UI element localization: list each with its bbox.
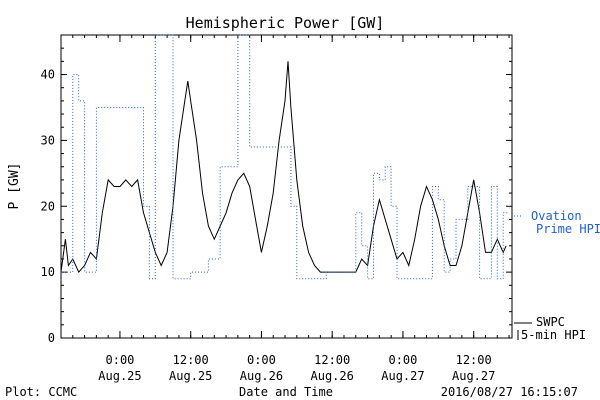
series-line-swpc-hpi [60, 61, 507, 274]
x-tick-label-time: 12:00 [314, 353, 350, 367]
y-axis: 0 10 20 30 40 [41, 34, 512, 345]
x-tick-label-time: 12:00 [173, 353, 209, 367]
x-tick-label-date: Aug.25 [98, 369, 141, 383]
y-tick-label: 30 [41, 133, 55, 147]
legend-label-ovation-line1: Ovation [531, 209, 582, 223]
x-axis: 0:00 Aug.25 12:00 Aug.25 0:00 Aug.26 12:00 Aug.… [72, 35, 510, 383]
y-tick-label: 20 [41, 199, 55, 213]
legend-label-swpc-line1: SWPC [536, 315, 565, 329]
plot-frame [60, 34, 513, 339]
y-tick-label: 40 [41, 68, 55, 82]
y-axis-label: P [GW] [7, 163, 22, 210]
series-line-ovation-prime [61, 34, 510, 280]
x-tick-label-date: Aug.26 [311, 369, 354, 383]
legend-label-swpc-line2: 5-min HPI [521, 328, 586, 342]
y-tick-label: 0 [48, 331, 55, 345]
x-tick-label-date: Aug.27 [452, 369, 495, 383]
legend-item-ovation: Ovation Prime HPI [514, 209, 600, 236]
x-tick-label-time: 0:00 [247, 353, 276, 367]
series-layer [60, 34, 510, 280]
x-tick-label-time: 0:00 [106, 353, 135, 367]
y-tick-label: 10 [41, 265, 55, 279]
x-axis-label: Date and Time [239, 385, 333, 399]
x-tick-label-date: Aug.25 [169, 369, 212, 383]
footer-timestamp: 2016/08/27 16:15:07 [441, 385, 578, 399]
legend-item-swpc: SWPC 5-min HPI [514, 315, 586, 342]
x-tick-label-date: Aug.26 [240, 369, 283, 383]
x-tick-label-time: 12:00 [456, 353, 492, 367]
legend: Ovation Prime HPI SWPC 5-min HPI [514, 209, 600, 342]
footer-plot-credit: Plot: CCMC [5, 385, 77, 399]
legend-label-ovation-line2: Prime HPI [536, 222, 600, 236]
x-tick-label-date: Aug.27 [381, 369, 424, 383]
chart-title: Hemispheric Power [GW] [186, 14, 385, 32]
x-tick-label-time: 0:00 [388, 353, 417, 367]
